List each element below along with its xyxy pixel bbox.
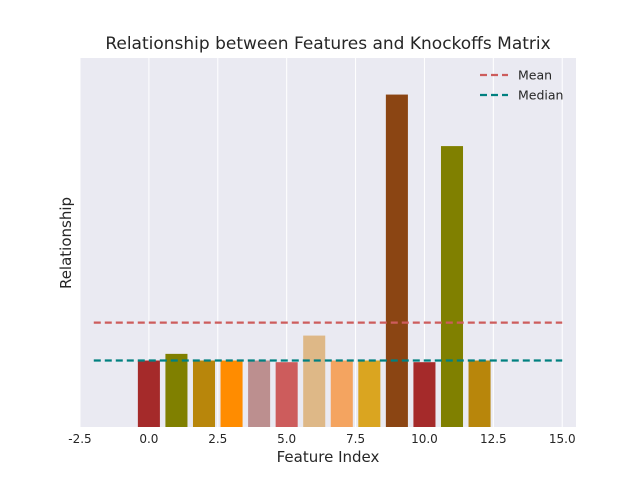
x-tick-label: -2.5 xyxy=(68,432,91,446)
reference-lines xyxy=(93,321,563,362)
bar xyxy=(440,146,464,427)
legend: Mean Median xyxy=(480,68,563,103)
x-axis-label: Feature Index xyxy=(277,448,380,466)
chart-title: Relationship between Features and Knocko… xyxy=(105,34,550,54)
legend-label: Mean xyxy=(518,68,552,83)
bar xyxy=(413,362,436,427)
x-tick-label: 0.0 xyxy=(139,432,158,446)
x-tick-label: 12.5 xyxy=(480,432,507,446)
bar xyxy=(248,360,271,427)
x-tick-labels: -2.5 0.0 2.5 5.0 7.5 10.0 12.5 15.0 xyxy=(68,432,575,446)
bar xyxy=(385,94,408,427)
x-tick-label: 2.5 xyxy=(208,432,227,446)
bar xyxy=(220,360,243,427)
y-axis-label: Relationship xyxy=(57,197,75,289)
bars xyxy=(137,94,491,427)
bar xyxy=(358,360,381,427)
bar xyxy=(137,360,160,427)
x-tick-label: 10.0 xyxy=(411,432,438,446)
bar xyxy=(468,360,491,427)
x-tick-label: 5.0 xyxy=(277,432,296,446)
x-tick-label: 7.5 xyxy=(346,432,365,446)
legend-label: Median xyxy=(518,88,563,103)
grid xyxy=(79,58,563,427)
x-tick-label: 15.0 xyxy=(549,432,576,446)
bar xyxy=(303,335,326,427)
bar xyxy=(192,360,216,427)
bar xyxy=(275,362,298,427)
bar xyxy=(330,360,353,427)
bar xyxy=(165,353,188,427)
